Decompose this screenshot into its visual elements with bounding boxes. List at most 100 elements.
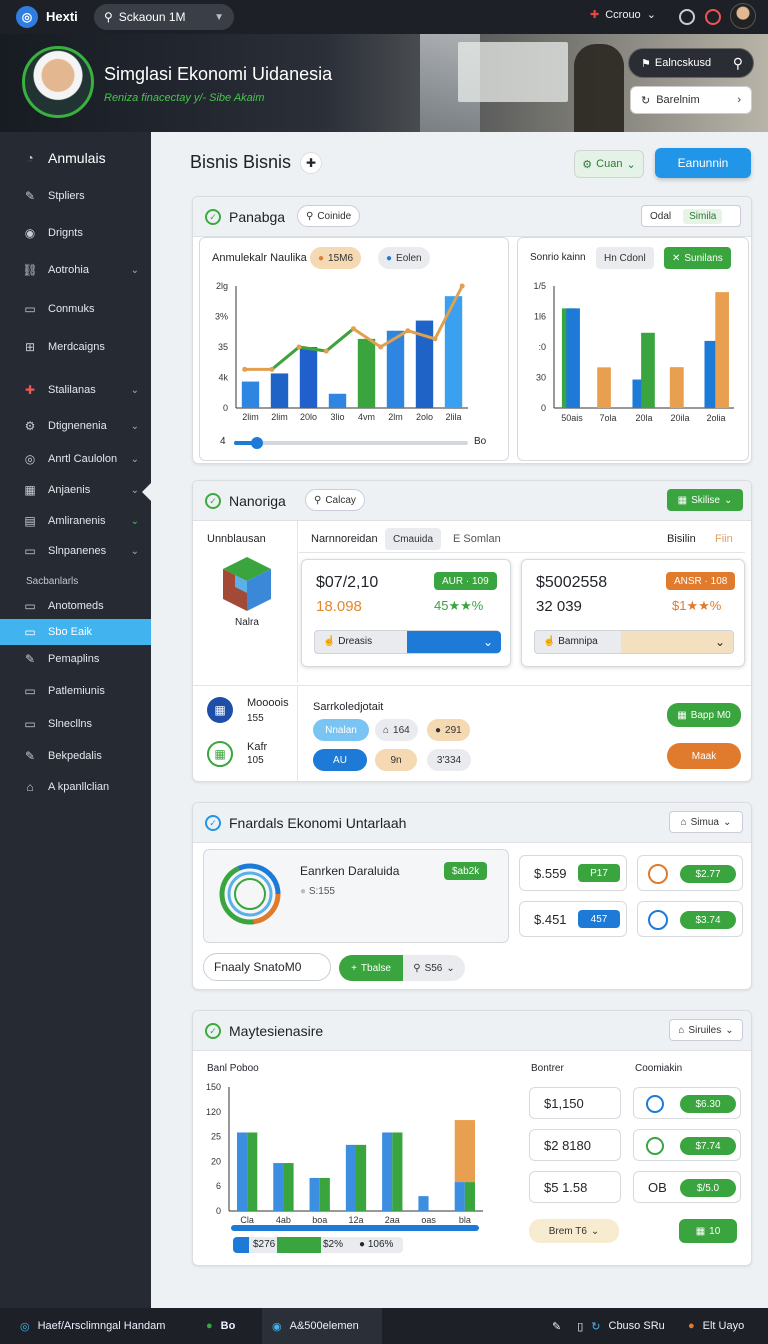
bar — [566, 308, 580, 408]
notification-icon[interactable] — [705, 9, 721, 25]
circle-icon: ● — [359, 1239, 366, 1250]
sidebar-item-amliranenis[interactable]: ▤ Amliranenis ⌄ — [0, 507, 151, 535]
bottom-tab[interactable] — [262, 1308, 382, 1344]
stat-select[interactable]: ☝ Dreasis ⌄ — [314, 630, 501, 654]
chip-3334[interactable]: 3'334 — [427, 749, 471, 771]
panel-select[interactable]: ⌂ Siruiles ⌄ — [669, 1019, 743, 1041]
tab-right-1[interactable]: Bisilin — [667, 533, 696, 545]
chip-164[interactable]: ⌂ 164 — [375, 719, 418, 741]
footer-select[interactable]: Brem T6 ⌄ — [529, 1219, 619, 1243]
sidebar-item-drignts[interactable]: ◉ Drignts — [0, 219, 151, 247]
spreadsheet-icon: ▦ — [207, 741, 233, 767]
bar — [236, 1132, 248, 1211]
chart-chip-1[interactable]: ● 15M6 — [310, 247, 362, 269]
primary-button[interactable]: Eanunnin — [655, 148, 751, 178]
sidebar-item-anrtl-caulolon[interactable]: ◎ Anrtl Caulolon ⌄ — [0, 445, 151, 473]
badge-cell: $7.74 — [633, 1129, 741, 1161]
sidebar-item-slnecllns[interactable]: ▭ Slnecllns — [0, 710, 151, 738]
sidebar-item-anmulais[interactable]: ◔ Anmulais — [0, 144, 151, 172]
app-logo-icon[interactable]: ◎ — [16, 6, 38, 28]
x-tick-label: 2lila — [445, 412, 461, 422]
row-value: 155 — [247, 713, 264, 724]
panel-select[interactable]: ▦ Skilise ⌄ — [667, 489, 743, 511]
sidebar-item-label: Aotrohia — [48, 264, 89, 276]
sidebar-item-dtignenenia[interactable]: ⚙ Dtignenenia ⌄ — [0, 412, 151, 440]
sidebar-item-a-kpanllclian[interactable]: ⌂ A kpanllclian — [0, 773, 151, 801]
line-point — [432, 336, 438, 342]
chart-chip-1[interactable]: Hn Cdonl — [596, 247, 654, 269]
chip-nnalan[interactable]: Nnalan — [313, 719, 369, 741]
bottom-mid2[interactable]: ◉ A&500elemen — [272, 1308, 359, 1344]
home-icon: ⌂ — [26, 780, 34, 794]
sidebar-item-aotrohia[interactable]: ⛓ Aotrohia ⌄ — [0, 256, 151, 284]
bottom-button[interactable]: + Tbalse — [339, 955, 403, 981]
bottom-mid[interactable]: ● Bo — [206, 1308, 235, 1344]
ghost-button[interactable]: ⚙ Cuan ⌄ — [574, 150, 644, 178]
line-point — [242, 366, 248, 372]
sidebar-item-anotomeds[interactable]: ▭ Anotomeds — [0, 592, 151, 620]
range-slider-handle[interactable] — [251, 437, 264, 449]
green-action-button[interactable]: ▦ Bapp M0 — [667, 703, 741, 727]
chip-au[interactable]: AU — [313, 749, 367, 771]
stat-badge: ANSR · 108 — [666, 572, 736, 590]
bottom-right[interactable]: ● Elt Uayo — [688, 1308, 744, 1344]
chip-9n[interactable]: 9n — [375, 749, 417, 771]
y-tick-label: 120 — [206, 1107, 221, 1117]
panel-select[interactable]: Odal Simila — [641, 205, 741, 227]
sidebar-item-stalilanas[interactable]: ✚ Stalilanas ⌄ — [0, 376, 151, 404]
sidebar-item-pemaplins[interactable]: ✎ Pemaplins — [0, 645, 151, 673]
chart-chip-2[interactable]: ● Eolen — [378, 247, 430, 269]
orange-action-button[interactable]: Maak — [667, 743, 741, 769]
globe-icon: ◎ — [20, 1320, 30, 1333]
footer-button[interactable]: ▦ 10 — [679, 1219, 737, 1243]
bottom-input[interactable]: Fnaaly SnatoM0 — [203, 953, 331, 981]
sidebar-item-merdcaigns[interactable]: ⊞ Merdcaigns — [0, 333, 151, 361]
x-tick-label: 20la — [635, 413, 652, 423]
bottom-label: Cbuso SRu — [608, 1320, 665, 1332]
legend-swatch — [233, 1237, 249, 1253]
sidebar-item-label: Dtignenenia — [48, 420, 107, 432]
tab-3[interactable]: E Somlan — [453, 533, 501, 545]
sidebar-item-label: Stalilanas — [48, 384, 96, 396]
bottom-tools[interactable]: ✎ ▯ ↻ Cbuso SRu — [552, 1308, 665, 1344]
stat-select[interactable]: ☝ Bamnipa ⌄ — [534, 630, 734, 654]
chart-chip-2[interactable]: ✕ Sunilans — [664, 247, 731, 269]
tab-2[interactable]: Cmauida — [385, 528, 442, 550]
bottom-left[interactable]: ◎ Haef/Arsclimngal Handam — [20, 1308, 165, 1344]
sidebar-item-conmuks[interactable]: ▭ Conmuks — [0, 295, 151, 323]
shield-icon[interactable] — [679, 9, 695, 25]
sidebar-item-sbo-eaik[interactable]: ▭ Sbo Eaik — [0, 619, 151, 645]
chart-scrollbar[interactable] — [231, 1225, 479, 1231]
tab-right-2[interactable]: Fiin — [715, 533, 733, 545]
sidebar-item-anjaenis[interactable]: ▦ Anjaenis ⌄ — [0, 476, 151, 504]
sidebar-item-bekpedalis[interactable]: ✎ Bekpedalis — [0, 742, 151, 770]
chevron-down-icon: ⌄ — [130, 264, 139, 276]
user-avatar[interactable] — [730, 3, 756, 29]
tab-1[interactable]: Narnnoreidan — [307, 533, 382, 545]
sidebar-item-slnpanenes[interactable]: ▭ Slnpanenes ⌄ — [0, 537, 151, 565]
hero-select[interactable]: ↻ Barelnim › — [630, 86, 752, 114]
y-tick-label: 35 — [218, 342, 228, 352]
panel-title: Fnardals Ekonomi Untarlaah — [229, 815, 407, 831]
chevron-down-icon: ⌄ — [646, 9, 656, 21]
panel-chip[interactable]: ⚲ Calcay — [305, 489, 365, 511]
chip-291[interactable]: ● 291 — [427, 719, 470, 741]
x-tick-label: 2lim — [271, 412, 288, 422]
panel-header: ✓ Panabga ⚲ Coinide Odal Simila — [193, 197, 751, 237]
search-input[interactable]: ⚲ Sckaoun 1M ▼ — [94, 4, 234, 30]
hero-search[interactable]: ⚑ Ealncskusd ⚲ — [628, 48, 754, 78]
panel-chip[interactable]: ⚲ Coinide — [297, 205, 361, 227]
sidebar-item-patlemiunis[interactable]: ▭ Patlemiunis — [0, 677, 151, 705]
panel-select[interactable]: ⌂ Simua ⌄ — [669, 811, 743, 833]
line-point — [405, 328, 411, 334]
range-slider[interactable] — [234, 437, 468, 449]
page-title-badge[interactable]: ✚ — [300, 152, 322, 174]
x-tick-label: boa — [312, 1215, 327, 1225]
x-tick-label: 20ila — [670, 413, 689, 423]
sidebar-item-stpliers[interactable]: ✎ Stpliers — [0, 182, 151, 210]
bar — [704, 340, 719, 408]
account-menu[interactable]: ✚ Ccrouo ⌄ — [590, 8, 656, 22]
bottom-select[interactable]: ⚲ S56 ⌄ — [403, 955, 465, 981]
edit-icon: ✎ — [24, 652, 36, 666]
card-subvalue: ● S:155 — [300, 886, 335, 897]
